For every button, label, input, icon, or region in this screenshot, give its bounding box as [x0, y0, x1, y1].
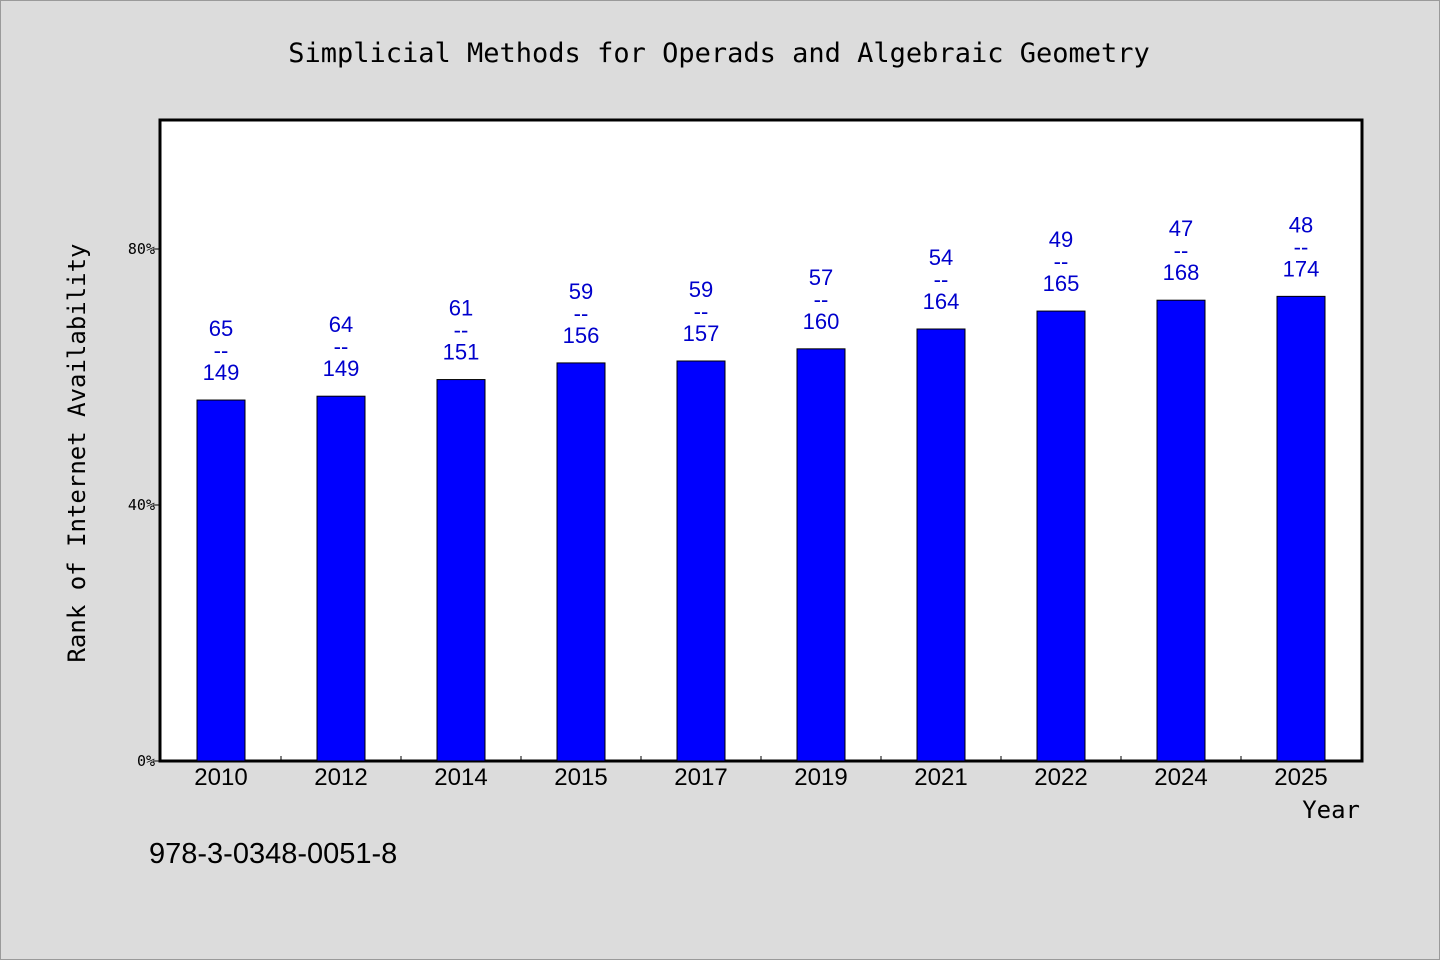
bar-label-rank: 57 [809, 265, 833, 290]
bar-label-total: 174 [1283, 256, 1320, 281]
x-tick-label: 2010 [194, 764, 247, 791]
y-tick-label: 40% [128, 496, 155, 514]
bar-2015 [556, 362, 606, 762]
bars-layer [196, 295, 1326, 762]
x-axis-title: Year [1302, 796, 1360, 824]
bar-label-rank: 61 [449, 296, 473, 321]
x-axis: 2010 2012 2014 2015 2017 2019 2021 2022 2024 2025 [194, 756, 1328, 791]
bar-label-rank: 64 [329, 312, 353, 337]
bar-2022 [1036, 310, 1086, 762]
y-tick-label: 0% [137, 752, 155, 770]
bar-label-rank: 48 [1289, 212, 1313, 237]
bar-label-rank: 65 [209, 316, 233, 341]
y-tick-label: 80% [128, 240, 155, 258]
y-axis: 0% 40% 80% [128, 240, 161, 770]
x-tick-label: 2019 [794, 764, 847, 791]
bar-label-separator: -- [814, 287, 829, 312]
bar-2025 [1276, 295, 1326, 762]
bar-label-separator: -- [694, 299, 709, 324]
y-axis-title: Rank of Internet Availability [63, 243, 91, 662]
bar-label-separator: -- [1174, 238, 1189, 263]
bar-2019 [796, 348, 846, 762]
bar-label-rank: 59 [689, 277, 713, 302]
x-tick-label: 2022 [1034, 764, 1087, 791]
bar-2010 [196, 399, 246, 762]
bar-2021 [916, 328, 966, 762]
bar-label-separator: -- [334, 334, 349, 359]
bar-label-separator: -- [1054, 249, 1069, 274]
bar-label-total: 156 [563, 323, 600, 348]
bar-label-rank: 49 [1049, 227, 1073, 252]
bar-label-rank: 54 [929, 245, 953, 270]
x-tick-label: 2014 [434, 764, 487, 791]
chart-title: Simplicial Methods for Operads and Algeb… [288, 38, 1150, 69]
x-tick-label: 2024 [1154, 764, 1207, 791]
bar-2014 [436, 379, 486, 762]
bar-label-total: 151 [443, 340, 480, 365]
isbn-text: 978-3-0348-0051-8 [149, 838, 397, 870]
bar-label-separator: -- [934, 267, 949, 292]
x-tick-label: 2025 [1274, 764, 1327, 791]
bar-label-total: 157 [683, 321, 720, 346]
bar-label-total: 165 [1043, 271, 1080, 296]
x-tick-label: 2021 [914, 764, 967, 791]
x-tick-label: 2015 [554, 764, 607, 791]
x-tick-label: 2012 [314, 764, 367, 791]
bar-2012 [316, 395, 366, 762]
bar-label-total: 168 [1163, 260, 1200, 285]
bar-label-separator: -- [214, 338, 229, 363]
bar-label-separator: -- [1294, 234, 1309, 259]
x-tick-label: 2017 [674, 764, 727, 791]
bar-label-separator: -- [574, 301, 589, 326]
bar-label-total: 149 [323, 356, 360, 381]
bar-labels-layer: 65--14964--14961--15159--15659--15757--1… [203, 212, 1320, 385]
bar-label-total: 164 [923, 289, 960, 314]
bar-label-total: 160 [803, 309, 840, 334]
bar-label-separator: -- [454, 318, 469, 343]
bar-2024 [1156, 299, 1206, 762]
bar-2017 [676, 360, 726, 762]
bar-label-total: 149 [203, 360, 240, 385]
bar-label-rank: 47 [1169, 216, 1193, 241]
bar-label-rank: 59 [569, 279, 593, 304]
